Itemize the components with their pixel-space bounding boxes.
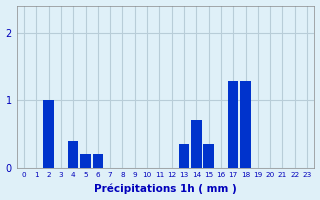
Bar xyxy=(240,81,251,168)
Bar xyxy=(68,141,78,168)
Bar xyxy=(191,120,202,168)
X-axis label: Précipitations 1h ( mm ): Précipitations 1h ( mm ) xyxy=(94,184,237,194)
Bar xyxy=(204,144,214,168)
Bar xyxy=(93,154,103,168)
Bar xyxy=(44,100,54,168)
Bar xyxy=(228,81,238,168)
Bar xyxy=(80,154,91,168)
Bar xyxy=(179,144,189,168)
